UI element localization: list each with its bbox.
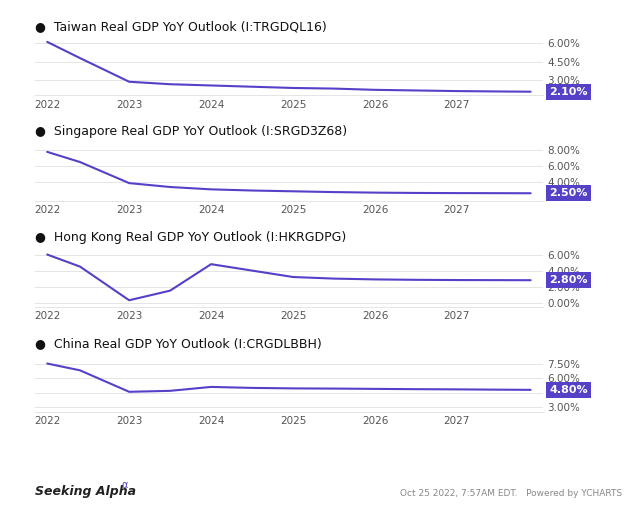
Text: 2.50%: 2.50% [549, 188, 587, 198]
Text: ●  China Real GDP YoY Outlook (I:CRGDLBBH): ● China Real GDP YoY Outlook (I:CRGDLBBH… [35, 336, 322, 350]
Text: 2.80%: 2.80% [549, 275, 587, 285]
Text: Seeking Alpha: Seeking Alpha [35, 485, 136, 498]
Text: ●  Singapore Real GDP YoY Outlook (I:SRGD3Z68): ● Singapore Real GDP YoY Outlook (I:SRGD… [35, 125, 347, 138]
Text: 2.10%: 2.10% [549, 87, 587, 97]
Text: Oct 25 2022, 7:57AM EDT.   Powered by YCHARTS: Oct 25 2022, 7:57AM EDT. Powered by YCHA… [400, 489, 622, 498]
Text: ●  Hong Kong Real GDP YoY Outlook (I:HKRGDPG): ● Hong Kong Real GDP YoY Outlook (I:HKRG… [35, 231, 346, 244]
Text: 4.80%: 4.80% [549, 385, 587, 395]
Text: α: α [122, 479, 128, 490]
Text: ●  Taiwan Real GDP YoY Outlook (I:TRGDQL16): ● Taiwan Real GDP YoY Outlook (I:TRGDQL1… [35, 20, 326, 33]
